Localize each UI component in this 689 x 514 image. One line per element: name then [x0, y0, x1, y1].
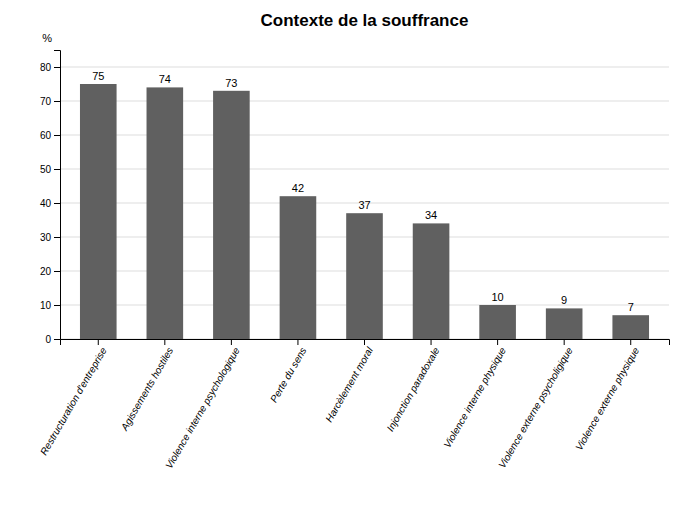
- y-tick-label: 80: [40, 62, 52, 73]
- x-tick-label: Violence interne psychologique: [163, 345, 242, 471]
- y-tick: 40: [40, 198, 60, 209]
- bar: [479, 305, 516, 339]
- y-tick-mark: [54, 67, 60, 68]
- data-label: 34: [425, 209, 437, 221]
- data-labels: 75 74 73 42 37 34 10 9 7: [92, 70, 634, 313]
- bar: [413, 223, 450, 339]
- y-tick: 30: [40, 232, 60, 243]
- y-tick-label: 70: [40, 96, 52, 107]
- plot: 0 10 20 30 40 50 60 70 80 Restructuration d'entre…: [38, 32, 670, 471]
- bar: [147, 87, 184, 339]
- y-tick: 80: [40, 62, 60, 73]
- y-tick: 20: [40, 266, 60, 277]
- x-tick-mark: [231, 339, 232, 345]
- x-axis: Restructuration d'entrepriseAgissements …: [38, 339, 670, 471]
- x-tick-mark: [364, 339, 365, 345]
- x-tick: Agissements hostiles: [118, 339, 175, 433]
- x-tick-mark: [630, 339, 631, 345]
- y-tick-label: 60: [40, 130, 52, 141]
- y-tick-mark: [54, 135, 60, 136]
- y-tick-mark: [54, 237, 60, 238]
- y-tick-label: 10: [40, 300, 52, 311]
- y-tick: 0: [45, 334, 60, 345]
- x-tick-label: Harcèlement moral: [323, 345, 375, 424]
- x-tick-label: Injonction paradoxale: [384, 345, 441, 433]
- y-tick-mark: [54, 271, 60, 272]
- data-label: 10: [491, 291, 503, 303]
- x-tick-mark: [431, 339, 432, 345]
- x-tick: Violence interne psychologique: [163, 339, 242, 471]
- grid: [60, 67, 669, 339]
- y-tick-label: 20: [40, 266, 52, 277]
- y-axis: 0 10 20 30 40 50 60 70 80: [40, 51, 61, 345]
- data-label: 37: [358, 199, 370, 211]
- x-tick: Perte du sens: [268, 339, 308, 404]
- data-label: 74: [159, 73, 171, 85]
- y-axis-title: %: [42, 32, 52, 44]
- x-tick-mark: [497, 339, 498, 345]
- y-tick: 60: [40, 130, 60, 141]
- bar: [280, 196, 317, 339]
- y-tick-label: 40: [40, 198, 52, 209]
- x-tick-mark: [98, 339, 99, 345]
- x-tick-mark: [297, 339, 298, 345]
- title: Contexte de la souffrance: [261, 11, 469, 30]
- y-tick: 10: [40, 300, 60, 311]
- bars: [80, 84, 649, 339]
- y-tick-mark: [54, 305, 60, 306]
- x-tick: Injonction paradoxale: [384, 339, 441, 433]
- bar: [80, 84, 117, 339]
- data-label: 75: [92, 70, 104, 82]
- bar: [546, 308, 583, 339]
- x-tick-label: Violence externe physique: [573, 345, 641, 452]
- bar: [213, 91, 250, 339]
- x-tick-label: Restructuration d'entreprise: [38, 345, 109, 457]
- x-tick: Violence externe psycholigique: [496, 339, 575, 470]
- x-tick: Violence externe physique: [573, 339, 641, 452]
- data-label: 9: [561, 294, 567, 306]
- x-axis-line: [61, 340, 670, 346]
- y-tick-label: 30: [40, 232, 52, 243]
- x-tick-label: Perte du sens: [268, 345, 308, 404]
- bar: [346, 213, 383, 339]
- y-tick-mark: [54, 203, 60, 204]
- y-tick: 50: [40, 164, 60, 175]
- x-tick-label: Agissements hostiles: [118, 345, 175, 433]
- y-tick-mark: [54, 339, 60, 340]
- data-label: 42: [292, 182, 304, 194]
- y-tick: 70: [40, 96, 60, 107]
- data-label: 7: [628, 301, 634, 313]
- x-tick-label: Violence externe psycholigique: [496, 345, 575, 470]
- x-tick: Violence interne physique: [441, 339, 508, 450]
- y-tick-mark: [54, 101, 60, 102]
- x-tick-mark: [164, 339, 165, 345]
- x-tick: Restructuration d'entreprise: [38, 339, 109, 457]
- y-axis-line: [54, 51, 61, 340]
- x-tick: Harcèlement moral: [323, 339, 375, 424]
- x-tick-label: Violence interne physique: [441, 345, 508, 450]
- data-label: 73: [225, 77, 237, 89]
- bar: [612, 315, 649, 339]
- y-tick-mark: [54, 169, 60, 170]
- x-tick-mark: [564, 339, 565, 345]
- chart: 0 10 20 30 40 50 60 70 80 Restructuration d'entre…: [0, 0, 689, 514]
- grid-line: [60, 67, 669, 68]
- y-tick-label: 0: [45, 334, 51, 345]
- y-tick-label: 50: [40, 164, 52, 175]
